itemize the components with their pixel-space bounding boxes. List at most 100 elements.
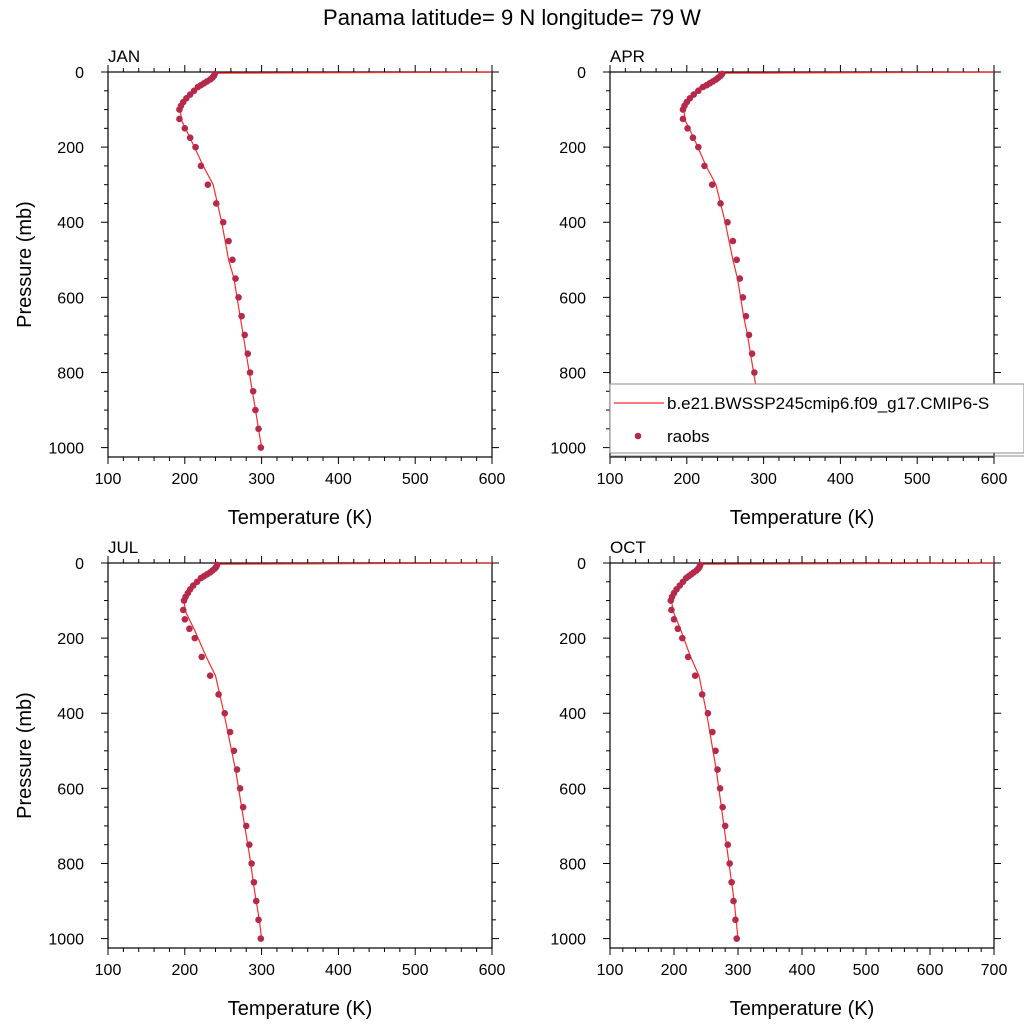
x-axis-label: Temperature (K): [228, 998, 373, 1020]
y-tick-label: 1000: [48, 932, 84, 949]
panel-oct: 100 200 300 400 500 600 700 0 200 400 600 800 1000 OC…: [550, 538, 1007, 1020]
x-tick-label: 400: [789, 962, 816, 979]
y-tick-label: 0: [577, 65, 586, 82]
y-tick-label: 200: [559, 140, 586, 157]
raobs-point: [215, 691, 222, 698]
x-tick-label: 400: [827, 471, 854, 488]
model-series-line: [183, 562, 493, 939]
raobs-point: [736, 275, 744, 282]
raobs-point: [684, 125, 691, 132]
raobs-point: [233, 766, 241, 773]
y-tick-label: 200: [559, 631, 586, 648]
raobs-point: [212, 200, 220, 207]
x-axis-label: Temperature (K): [228, 507, 373, 529]
raobs-point: [246, 841, 253, 849]
raobs-point: [695, 87, 702, 95]
raobs-point: [186, 134, 194, 142]
y-tick-label: 600: [559, 290, 586, 307]
raobs-point: [716, 785, 724, 792]
raobs-point: [192, 143, 199, 151]
x-tick-label: 600: [981, 471, 1008, 488]
x-tick-label: 600: [479, 471, 506, 488]
raobs-point: [198, 653, 205, 661]
raobs-point: [689, 134, 697, 142]
raobs-point: [701, 162, 708, 170]
raobs-point: [242, 822, 250, 830]
x-tick-label: 300: [248, 471, 275, 488]
raobs-point: [219, 218, 227, 226]
raobs-point: [724, 841, 732, 849]
raobs-point: [742, 312, 750, 320]
x-tick-label: 700: [981, 962, 1008, 979]
raobs-point: [179, 606, 187, 614]
y-tick-label: 0: [577, 556, 586, 573]
raobs-point: [668, 606, 675, 614]
y-tick-label: 200: [57, 140, 84, 157]
x-tick-label: 100: [597, 962, 624, 979]
raobs-point: [709, 728, 716, 736]
x-tick-label: 500: [853, 962, 880, 979]
raobs-point: [704, 709, 712, 717]
plot-frame: [107, 562, 493, 949]
x-tick-label: 200: [171, 471, 198, 488]
raobs-point: [232, 275, 239, 282]
raobs-point: [717, 200, 724, 207]
y-tick-label: 600: [57, 781, 84, 798]
raobs-point: [250, 878, 258, 886]
raobs-point: [211, 70, 219, 78]
x-tick-label: 500: [402, 471, 429, 488]
y-tick-label: 600: [559, 781, 586, 798]
plot-frame: [609, 562, 995, 949]
x-tick-label: 300: [725, 962, 752, 979]
y-tick-label: 400: [559, 706, 586, 723]
x-tick-label: 300: [248, 962, 275, 979]
raobs-point: [679, 634, 686, 642]
raobs-point: [176, 115, 183, 123]
x-tick-label: 500: [402, 962, 429, 979]
raobs-point: [249, 387, 257, 395]
x-tick-label: 300: [750, 471, 777, 488]
raobs-point: [255, 916, 262, 924]
raobs-point: [241, 331, 249, 339]
raobs-point: [186, 625, 193, 633]
y-tick-label: 800: [559, 365, 586, 382]
y-tick-label: 400: [57, 215, 84, 232]
raobs-point: [718, 70, 726, 78]
panel-label: JUL: [108, 538, 138, 557]
plot-frame: [107, 71, 493, 458]
y-axis-label: Pressure (mb): [14, 692, 36, 819]
raobs-point: [670, 616, 678, 623]
raobs-point: [674, 625, 682, 633]
x-tick-label: 100: [95, 471, 122, 488]
x-tick-label: 200: [673, 471, 700, 488]
legend-label-model: b.e21.BWSSP245cmip6.f09_g17.CMIP6-S: [667, 394, 989, 413]
raobs-point: [691, 672, 699, 679]
legend-label-raobs: raobs: [667, 427, 710, 446]
raobs-point: [191, 634, 199, 642]
x-tick-label: 400: [325, 471, 352, 488]
raobs-point: [733, 256, 741, 264]
y-tick-label: 0: [75, 556, 84, 573]
raobs-point: [721, 822, 729, 830]
y-tick-label: 1000: [550, 441, 586, 458]
raobs-point: [257, 935, 265, 942]
panel-jul: 100 200 300 400 500 600 0 200 400 600 800 1000 JUL Te…: [14, 538, 505, 1020]
raobs-point: [732, 916, 739, 924]
raobs-point: [181, 125, 189, 132]
raobs-point: [696, 561, 704, 569]
raobs-point: [724, 218, 731, 226]
raobs-point: [730, 897, 737, 905]
raobs-point: [726, 860, 733, 867]
x-tick-label: 100: [597, 471, 624, 488]
raobs-point: [225, 237, 232, 245]
panel-label: OCT: [610, 538, 646, 557]
raobs-point: [204, 181, 212, 188]
y-tick-label: 0: [75, 65, 84, 82]
model-series-line: [179, 71, 493, 448]
raobs-point: [226, 728, 234, 736]
x-tick-label: 600: [917, 962, 944, 979]
raobs-point: [679, 115, 687, 123]
raobs-point: [248, 860, 255, 867]
